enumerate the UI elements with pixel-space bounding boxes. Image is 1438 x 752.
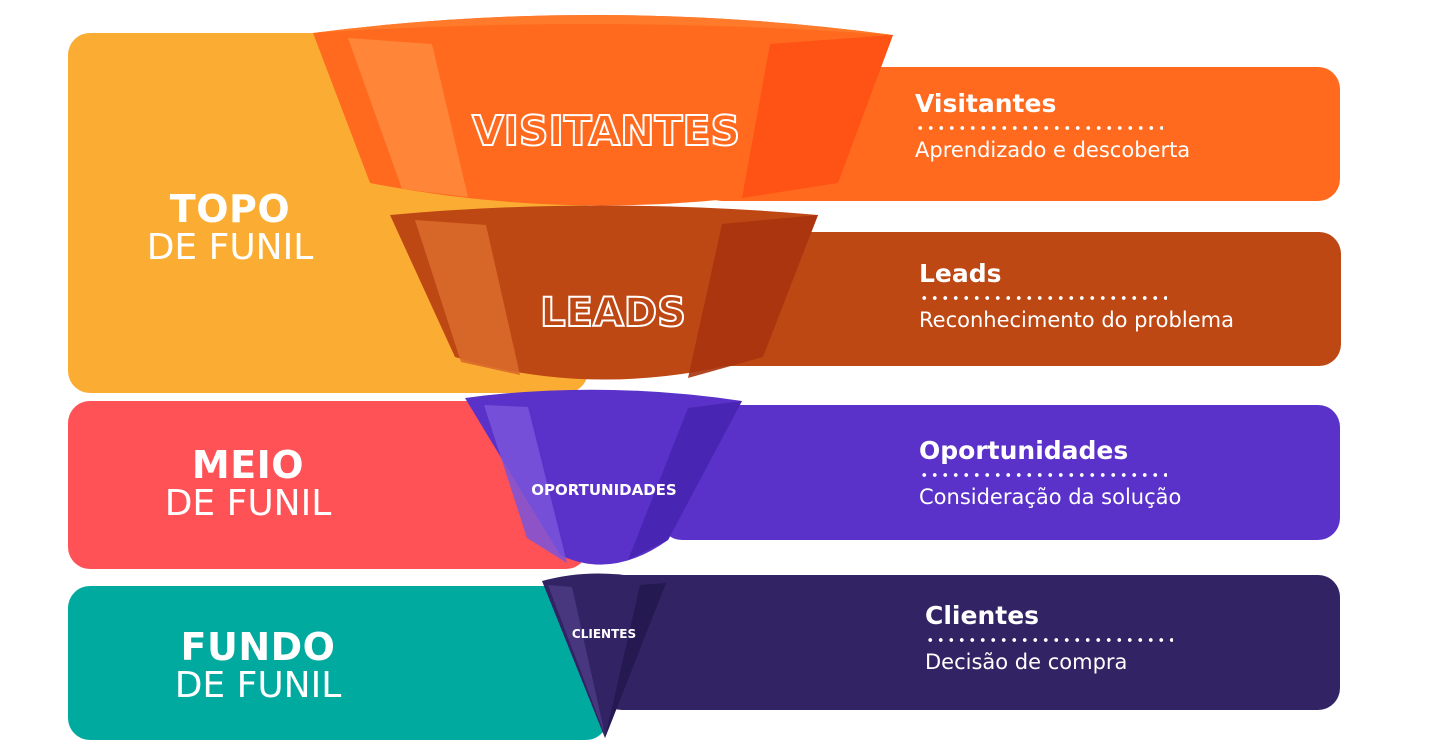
stage-topo-line1: TOPO bbox=[169, 187, 291, 231]
funnel-level-clientes bbox=[542, 573, 666, 738]
stage-fundo-line2: DE FUNIL bbox=[174, 665, 342, 706]
stage-meio-line2: DE FUNIL bbox=[164, 483, 332, 524]
info-dots-divider bbox=[919, 295, 1167, 301]
info-text-leads: Leads Reconhecimento do problema bbox=[919, 259, 1299, 333]
info-subtitle-clientes: Decisão de compra bbox=[925, 650, 1128, 674]
stage-topo-line2: DE FUNIL bbox=[146, 227, 314, 268]
funnel-label-clientes: CLIENTES bbox=[572, 627, 636, 641]
info-text-clientes: Clientes Decisão de compra bbox=[925, 601, 1305, 675]
info-subtitle-visitantes: Aprendizado e descoberta bbox=[915, 138, 1191, 162]
funnel-label-visitantes: VISITANTES bbox=[472, 107, 740, 155]
funnel-level-visitantes bbox=[313, 14, 893, 206]
info-text-visitantes: Visitantes Aprendizado e descoberta bbox=[915, 89, 1275, 163]
info-text-oportunidades: Oportunidades Consideração da solução bbox=[919, 436, 1299, 510]
info-dots-divider bbox=[915, 125, 1163, 131]
funnel-level-oportunidades-shade bbox=[628, 401, 742, 560]
stage-label-fundo: FUNDO DE FUNIL bbox=[138, 628, 378, 704]
funnel-label-oportunidades: OPORTUNIDADES bbox=[531, 481, 676, 499]
funnel-label-leads: LEADS bbox=[540, 290, 686, 336]
info-title-visitantes: Visitantes bbox=[915, 89, 1057, 118]
funnel-level-visitantes-highlight bbox=[348, 38, 468, 197]
stage-label-meio: MEIO DE FUNIL bbox=[128, 446, 368, 522]
funnel-level-leads bbox=[390, 205, 818, 380]
info-title-clientes: Clientes bbox=[925, 601, 1040, 630]
stage-label-topo: TOPO DE FUNIL bbox=[110, 190, 350, 266]
funnel-level-clientes-shade bbox=[605, 583, 666, 738]
stage-meio-line1: MEIO bbox=[191, 443, 305, 487]
info-dots-divider bbox=[919, 472, 1167, 478]
info-title-oportunidades: Oportunidades bbox=[919, 436, 1129, 465]
info-dots-divider bbox=[925, 637, 1173, 643]
funnel-level-clientes-highlight bbox=[548, 585, 605, 735]
stage-block-fundo bbox=[68, 586, 608, 740]
funnel-level-leads-shade bbox=[688, 215, 818, 378]
info-title-leads: Leads bbox=[919, 259, 1002, 288]
funnel-level-oportunidades bbox=[465, 389, 742, 565]
stage-fundo-line1: FUNDO bbox=[180, 625, 336, 669]
funnel-level-visitantes-shade bbox=[742, 35, 893, 198]
funnel-level-visitantes-rim bbox=[313, 14, 893, 35]
funnel-level-leads-highlight bbox=[415, 220, 520, 375]
info-subtitle-leads: Reconhecimento do problema bbox=[919, 308, 1234, 332]
info-subtitle-oportunidades: Consideração da solução bbox=[919, 485, 1182, 509]
funnel-level-oportunidades-highlight bbox=[484, 405, 567, 563]
